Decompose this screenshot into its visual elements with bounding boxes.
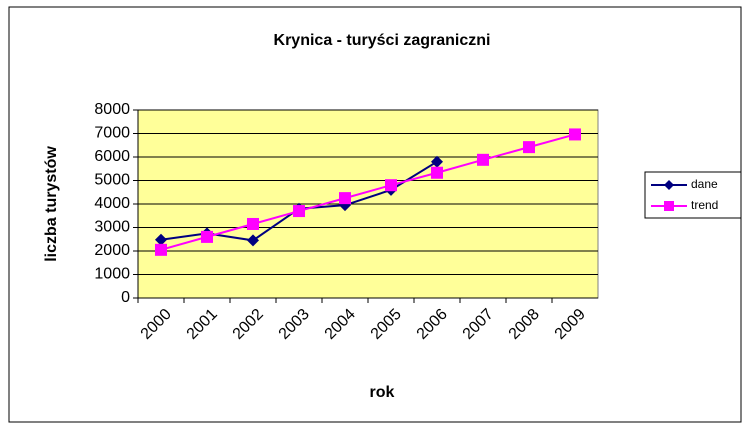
chart-title: Krynica - turyści zagraniczni [274, 32, 491, 49]
y-tick-label: 2000 [94, 242, 130, 259]
data-point [569, 128, 581, 141]
data-point [293, 205, 305, 218]
legend-marker [664, 180, 674, 190]
data-point [155, 233, 167, 246]
data-point [431, 155, 443, 168]
legend-box [644, 171, 742, 219]
y-tick-label: 1000 [94, 266, 130, 283]
data-point [247, 217, 259, 230]
x-axis-title: rok [370, 384, 395, 401]
legend-label: trend [691, 198, 718, 212]
series-line [160, 133, 576, 251]
data-point [477, 153, 489, 166]
legend-marker [664, 201, 674, 211]
y-tick-label: 3000 [94, 219, 130, 236]
data-point [431, 166, 443, 179]
data-point [247, 234, 259, 247]
y-axis-title: liczba turystów [43, 146, 60, 262]
data-point [523, 141, 535, 154]
y-tick-label: 6000 [94, 148, 130, 165]
y-tick-label: 5000 [94, 172, 130, 189]
y-tick-label: 4000 [94, 195, 130, 212]
data-point [339, 192, 351, 205]
data-point [385, 179, 397, 192]
y-tick-label: 7000 [94, 125, 130, 142]
data-point [201, 230, 213, 243]
legend-label: dane [691, 177, 718, 191]
data-point [155, 243, 167, 256]
y-tick-label: 8000 [94, 101, 130, 118]
y-tick-label: 0 [121, 289, 130, 306]
